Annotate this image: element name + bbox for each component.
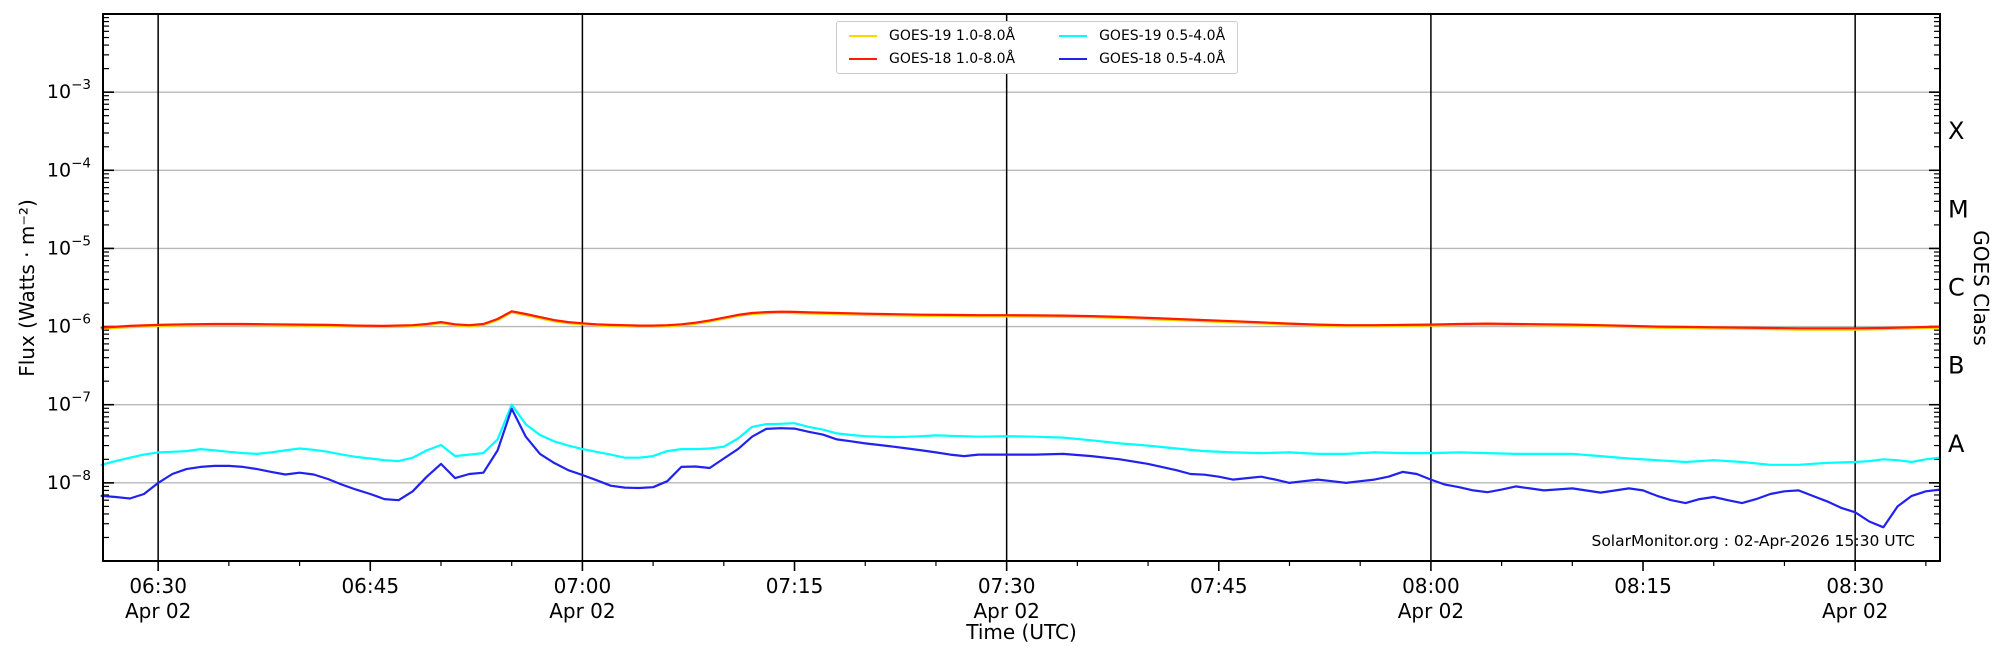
x-tick-label: 08:15 (1614, 574, 1672, 598)
legend-item-goes-18-long: GOES-18 1.0-8.0Å (849, 51, 1015, 67)
y-tick-label: 10−6 (47, 312, 91, 338)
x-tick-date-label: Apr 02 (1822, 599, 1888, 623)
legend-label-goes-18-long: GOES-18 1.0-8.0Å (889, 51, 1016, 67)
series-goes-18-short (100, 407, 1942, 529)
x-tick-label: 07:30 (978, 574, 1036, 598)
legend: GOES-19 1.0-8.0Å GOES-18 1.0-8.0Å GOES-19 … (836, 21, 1239, 74)
legend-item-goes-18-short: GOES-18 0.5-4.0Å (1059, 51, 1225, 67)
goes-class-label-M: M (1948, 195, 1969, 223)
goes-class-label-B: B (1948, 352, 1964, 380)
x-tick-label: 07:45 (1190, 574, 1248, 598)
x-tick-label: 06:30 (129, 574, 187, 598)
legend-label-goes-19-short: GOES-19 0.5-4.0Å (1099, 28, 1226, 44)
right-axis-label: GOES Class (1969, 229, 1993, 346)
plot-border (102, 13, 1941, 562)
y-tick-label: 10−3 (47, 77, 91, 103)
legend-swatch-goes-18-long (849, 58, 877, 60)
x-axis-label: Time (UTC) (966, 620, 1077, 644)
legend-swatch-goes-19-short (1059, 35, 1088, 37)
legend-label-goes-19-long: GOES-19 1.0-8.0Å (889, 28, 1016, 44)
x-tick-date-label: Apr 02 (549, 599, 615, 623)
x-tick-label: 07:00 (554, 574, 612, 598)
series-goes-19-long (100, 311, 1941, 331)
y-tick-label: 10−5 (47, 233, 91, 259)
y-tick-label: 10−8 (47, 468, 91, 494)
x-tick-label: 06:45 (341, 574, 399, 598)
x-tick-label: 07:15 (766, 574, 824, 598)
legend-label-goes-18-short: GOES-18 0.5-4.0Å (1099, 51, 1226, 67)
y-tick-label: 10−4 (47, 155, 91, 181)
goes-class-label-A: A (1948, 430, 1965, 458)
watermark-text: SolarMonitor.org : 02-Apr-2026 15:30 UTC (1591, 532, 1915, 550)
x-tick-label: 08:30 (1826, 574, 1884, 598)
x-tick-date-label: Apr 02 (125, 599, 191, 623)
goes-class-label-X: X (1948, 117, 1964, 145)
series-goes-19-short (100, 403, 1942, 466)
x-tick-date-label: Apr 02 (973, 599, 1039, 623)
legend-swatch-goes-19-long (849, 35, 877, 37)
y-tick-label: 10−7 (47, 390, 91, 416)
goes-class-label-C: C (1948, 274, 1965, 302)
legend-item-goes-19-long: GOES-19 1.0-8.0Å (849, 28, 1015, 44)
x-tick-date-label: Apr 02 (1398, 599, 1464, 623)
legend-swatch-goes-18-short (1059, 58, 1088, 60)
x-tick-label: 08:00 (1402, 574, 1460, 598)
series-goes-18-long (100, 310, 1942, 330)
y-axis-label: Flux (Watts · m⁻²) (15, 198, 39, 377)
legend-item-goes-19-short: GOES-19 0.5-4.0Å (1059, 28, 1225, 44)
